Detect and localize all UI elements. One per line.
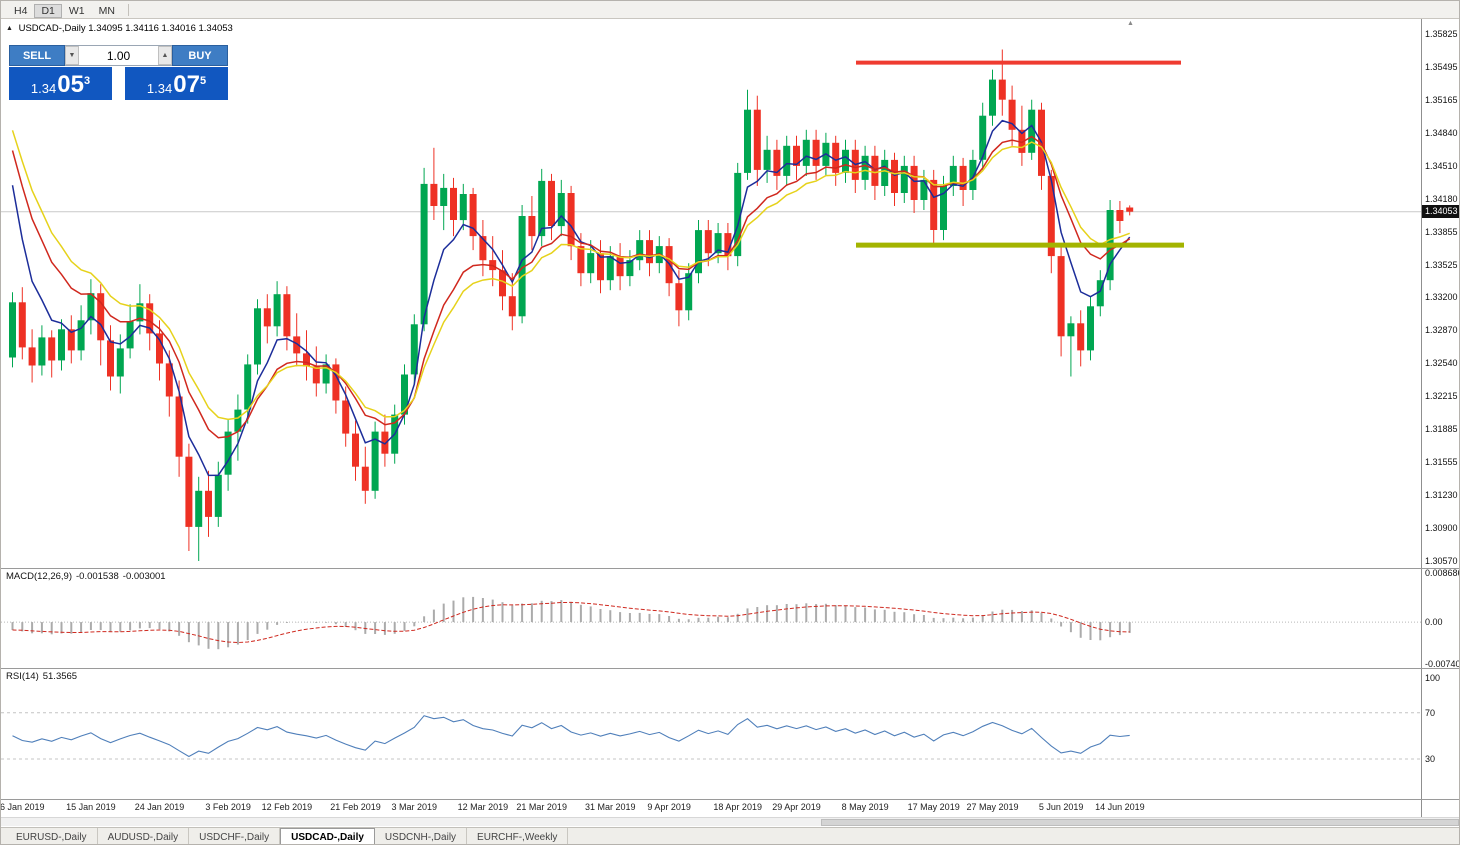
date-tick: 21 Feb 2019	[330, 802, 381, 812]
date-tick: 9 Apr 2019	[647, 802, 691, 812]
macd-name: MACD(12,26,9)	[6, 571, 72, 582]
macd-axis-tick: 0.008686	[1425, 568, 1460, 578]
date-tick: 3 Feb 2019	[205, 802, 251, 812]
macd-axis-tick: 0.00	[1425, 617, 1443, 628]
macd-label: MACD(12,26,9) -0.001538 -0.003001	[6, 571, 170, 582]
price-axis-tick: 1.35165	[1425, 95, 1458, 106]
one-click-trading-panel: SELL ▼ 1.00 ▲ BUY 1.34 05 3 1.34 07 5	[9, 45, 228, 100]
date-tick: 21 Mar 2019	[516, 802, 567, 812]
price-axis-tick: 1.31885	[1425, 424, 1458, 435]
date-tick: 29 Apr 2019	[772, 802, 821, 812]
volume-stepper[interactable]: ▼ 1.00 ▲	[65, 45, 172, 66]
price-axis-tick: 1.30570	[1425, 556, 1458, 566]
timeframe-button-w1[interactable]: W1	[68, 4, 85, 17]
sell-price-base: 1.34	[30, 81, 57, 96]
price-axis-tick: 1.33525	[1425, 259, 1458, 270]
chart-tab-usdcnh[interactable]: USDCNH-,Daily	[375, 828, 468, 844]
chart-shift-marker-icon[interactable]: ▲	[1127, 20, 1134, 27]
macd-axis-tick: -0.007404	[1425, 659, 1459, 669]
date-axis: 6 Jan 2019 15 Jan 2019 24 Jan 2019 3 Feb 20…	[1, 800, 1421, 816]
panel-splitter-macd[interactable]	[1, 568, 1459, 569]
date-tick: 24 Jan 2019	[134, 802, 185, 812]
buy-price-big: 07	[173, 71, 200, 98]
sell-price-sup: 3	[83, 75, 91, 87]
price-axis-tick: 1.34180	[1425, 193, 1458, 204]
current-price-badge: 1.34053	[1422, 205, 1459, 219]
date-tick: 18 Apr 2019	[713, 802, 762, 812]
chart-title: ▲ USDCAD-,Daily 1.34095 1.34116 1.34016 …	[6, 23, 233, 34]
chart-plot-area[interactable]: ▲ USDCAD-,Daily 1.34095 1.34116 1.34016 …	[1, 19, 1421, 568]
date-tick: 14 Jun 2019	[1095, 802, 1145, 812]
rsi-axis-tick: 70	[1425, 707, 1436, 718]
macd-panel: MACD(12,26,9) -0.001538 -0.003001	[1, 569, 1421, 668]
chart-tab-eurusd[interactable]: EURUSD-,Daily	[6, 828, 98, 844]
date-tick: 6 Jan 2019	[0, 802, 45, 812]
buy-price-sup: 5	[199, 75, 207, 87]
rsi-name: RSI(14)	[6, 671, 39, 682]
volume-value[interactable]: 1.00	[106, 48, 131, 63]
scrollbar-thumb[interactable]	[821, 819, 1459, 826]
horizontal-scrollbar[interactable]	[1, 817, 1459, 826]
macd-value-signal: -0.003001	[122, 571, 166, 582]
price-axis-tick: 1.32215	[1425, 391, 1458, 402]
timeframe-toolbar: H4 D1 W1 MN	[1, 1, 1459, 19]
price-chart-canvas	[1, 49, 1421, 561]
price-axis-tick: 1.35495	[1425, 62, 1458, 73]
sell-price-big: 05	[57, 71, 84, 98]
date-tick: 3 Mar 2019	[391, 802, 438, 812]
chart-tab-audusd[interactable]: AUDUSD-,Daily	[98, 828, 190, 844]
chart-expand-icon[interactable]: ▲	[6, 25, 13, 32]
buy-price-base: 1.34	[146, 81, 173, 96]
price-axis-tick: 1.34840	[1425, 127, 1458, 138]
timeframe-button-d1[interactable]: D1	[34, 3, 62, 18]
price-axis-tick: 1.33855	[1425, 226, 1458, 237]
price-axis-tick: 1.32870	[1425, 325, 1458, 336]
volume-decrease-button[interactable]: ▼	[65, 46, 79, 65]
chart-title-ohlc: 1.34095 1.34116 1.34016 1.34053	[88, 23, 233, 34]
date-tick: 12 Mar 2019	[457, 802, 509, 812]
macd-canvas	[1, 596, 1421, 650]
timeframe-group: H4 D1 W1 MN	[7, 1, 122, 19]
price-axis-tick: 1.35825	[1425, 29, 1458, 39]
chart-title-symbol: USDCAD-,Daily	[18, 23, 86, 34]
date-tick: 12 Feb 2019	[261, 802, 313, 812]
sell-button[interactable]: SELL	[9, 45, 65, 66]
price-axis-tick: 1.31230	[1425, 489, 1458, 500]
date-tick: 17 May 2019	[907, 802, 960, 812]
panel-splitter-rsi[interactable]	[1, 668, 1459, 669]
price-axis-tick: 1.31555	[1425, 457, 1458, 468]
date-tick: 31 Mar 2019	[585, 802, 636, 812]
chart-tab-bar: EURUSD-,Daily AUDUSD-,Daily USDCHF-,Daily U…	[1, 827, 1459, 844]
chart-tab-usdchf[interactable]: USDCHF-,Daily	[189, 828, 281, 844]
price-axis[interactable]: 1.34053 1.35825 1.35495 1.35165 1.34840 1.34…	[1421, 19, 1460, 817]
rsi-axis-tick: 100	[1425, 673, 1441, 683]
sell-price-button[interactable]: 1.34 05 3	[9, 67, 112, 100]
volume-increase-button[interactable]: ▲	[158, 46, 172, 65]
rsi-canvas	[1, 712, 1421, 760]
chart-tab-usdcad[interactable]: USDCAD-,Daily	[280, 828, 375, 844]
macd-value-main: -0.001538	[76, 571, 119, 582]
rsi-panel: RSI(14) 51.3565	[1, 669, 1421, 799]
price-axis-tick: 1.30900	[1425, 522, 1458, 533]
rsi-axis-tick: 30	[1425, 753, 1436, 764]
toolbar-separator	[127, 3, 129, 16]
buy-price-button[interactable]: 1.34 07 5	[125, 67, 228, 100]
date-tick: 8 May 2019	[841, 802, 889, 812]
buy-button[interactable]: BUY	[172, 45, 228, 66]
rsi-label: RSI(14) 51.3565	[6, 671, 81, 682]
price-axis-tick: 1.33200	[1425, 292, 1458, 303]
date-tick: 5 Jun 2019	[1038, 802, 1084, 812]
date-tick: 15 Jan 2019	[66, 802, 116, 812]
chart-tab-eurchf[interactable]: EURCHF-,Weekly	[467, 828, 569, 844]
price-axis-tick: 1.34510	[1425, 160, 1458, 171]
date-tick: 27 May 2019	[966, 802, 1019, 812]
price-axis-tick: 1.32540	[1425, 358, 1458, 369]
timeframe-button-mn[interactable]: MN	[98, 4, 115, 17]
timeframe-button-h4[interactable]: H4	[14, 4, 28, 17]
rsi-value: 51.3565	[42, 671, 78, 682]
date-axis-border	[1, 799, 1459, 800]
